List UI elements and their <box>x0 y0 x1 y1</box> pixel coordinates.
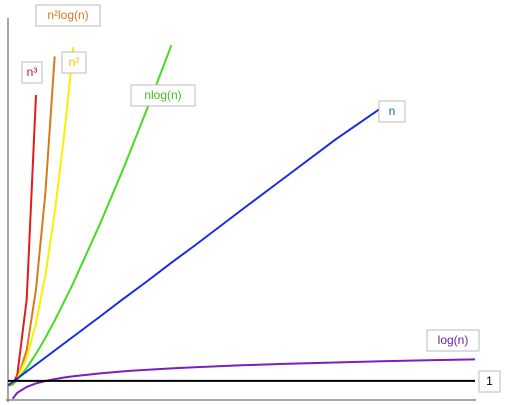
series-line <box>11 358 476 400</box>
series-label: nlog(n) <box>144 88 181 102</box>
label-box <box>61 51 87 74</box>
label-box <box>378 100 406 123</box>
label-box <box>130 84 196 107</box>
label-box <box>35 4 101 27</box>
label-box <box>21 61 43 84</box>
series-line <box>7 106 383 387</box>
label-box <box>478 370 501 393</box>
series-label: log(n) <box>438 333 469 347</box>
series-label: n <box>389 104 396 118</box>
series-label: n²log(n) <box>47 8 88 22</box>
series-line <box>7 46 75 387</box>
series-label: n² <box>69 55 80 69</box>
series-line <box>7 56 56 387</box>
label-box <box>426 329 480 352</box>
series-label: 1 <box>486 374 493 388</box>
series-label: n³ <box>27 65 38 79</box>
